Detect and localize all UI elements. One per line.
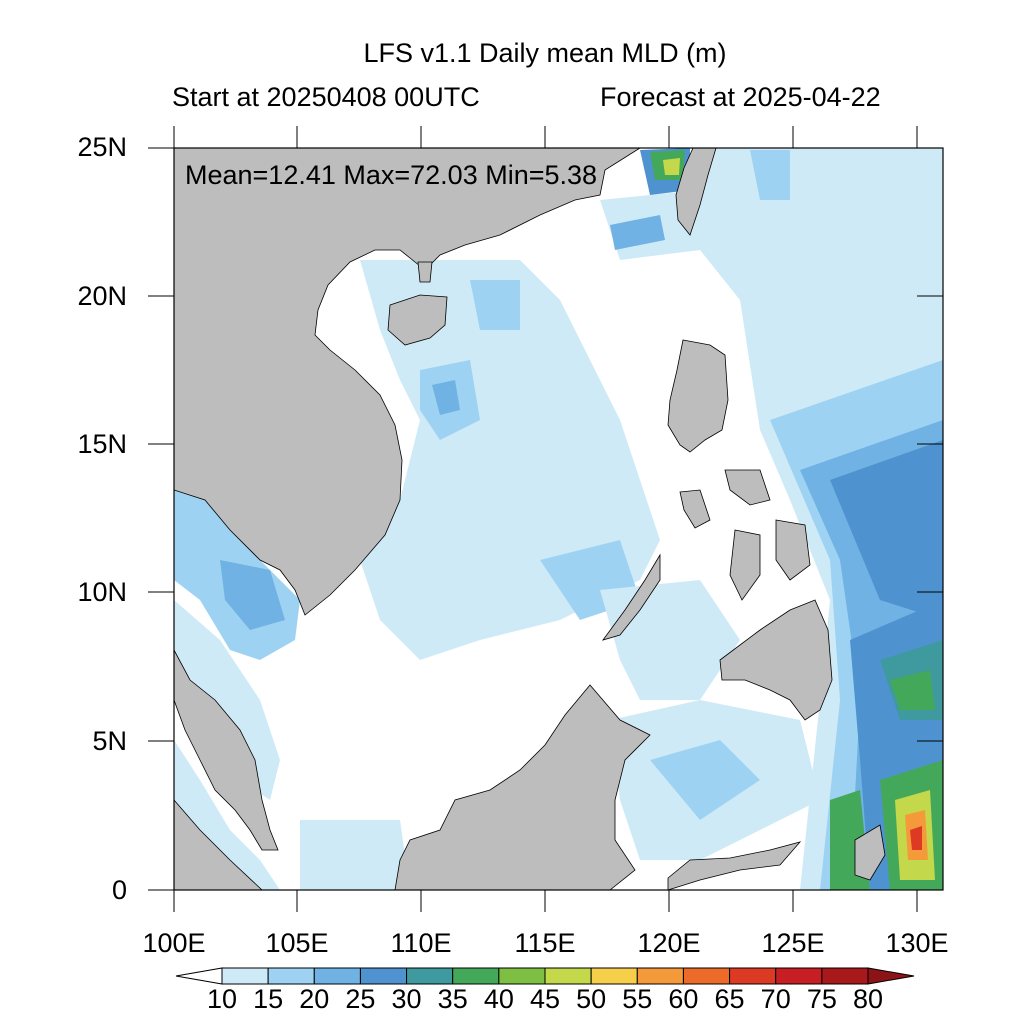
colorbar-label: 70 (760, 984, 791, 1014)
colorbar-label: 25 (345, 984, 376, 1014)
land-masses (173, 147, 886, 891)
colorbar-label: 75 (806, 984, 837, 1014)
colorbar-bin (821, 967, 869, 985)
mld-shading (174, 148, 943, 890)
colorbar-label: 30 (391, 984, 422, 1014)
colorbar-bin (406, 967, 454, 985)
colorbar-bin (729, 967, 777, 985)
colorbar-min-cap (175, 967, 223, 985)
y-tick-label: 10N (77, 577, 127, 607)
start-time-label: Start at 20250408 00UTC (172, 82, 480, 112)
colorbar-label: 50 (576, 984, 607, 1014)
x-tick-label: 120E (637, 928, 701, 958)
colorbar-max-cap (867, 967, 915, 985)
stats-label: Mean=12.41 Max=72.03 Min=5.38 (185, 160, 598, 190)
y-tick-label: 20N (77, 281, 127, 311)
colorbar-bin (359, 967, 408, 985)
x-tick-label: 130E (885, 928, 949, 958)
colorbar-label: 80 (852, 984, 884, 1014)
colorbar-bin (775, 967, 823, 985)
y-tick-label: 25N (77, 132, 127, 162)
colorbar-bin (498, 967, 546, 985)
colorbar (175, 967, 915, 985)
colorbar-label: 45 (529, 984, 561, 1014)
colorbar-label: 20 (299, 984, 330, 1014)
map-title: LFS v1.1 Daily mean MLD (m) (363, 38, 727, 68)
x-tick-label: 125E (761, 928, 825, 958)
colorbar-label: 10 (206, 984, 238, 1014)
x-tick-label: 110E (390, 928, 452, 958)
colorbar-bin (267, 967, 315, 985)
y-tick-label: 15N (77, 429, 127, 459)
x-tick-label: 115E (514, 928, 576, 958)
colorbar-bin (590, 967, 638, 985)
colorbar-bin (682, 967, 731, 985)
colorbar-label: 65 (714, 984, 745, 1014)
forecast-date-label: Forecast at 2025-04-22 (600, 82, 881, 112)
colorbar-bin (221, 967, 269, 985)
colorbar-bin (544, 967, 592, 985)
colorbar-label: 15 (253, 984, 284, 1014)
tick-marks (148, 126, 943, 912)
colorbar-label: 40 (483, 984, 514, 1014)
colorbar-bin (313, 967, 361, 985)
colorbar-bin (452, 967, 500, 985)
y-tick-label: 0 (111, 875, 127, 905)
x-tick-label: 100E (142, 928, 206, 958)
colorbar-label: 55 (622, 984, 653, 1014)
colorbar-label: 35 (437, 984, 468, 1014)
x-tick-label: 105E (265, 928, 329, 958)
colorbar-label: 60 (668, 984, 699, 1014)
colorbar-bin (636, 967, 684, 985)
map-frame (173, 147, 944, 891)
y-tick-label: 5N (92, 726, 127, 756)
